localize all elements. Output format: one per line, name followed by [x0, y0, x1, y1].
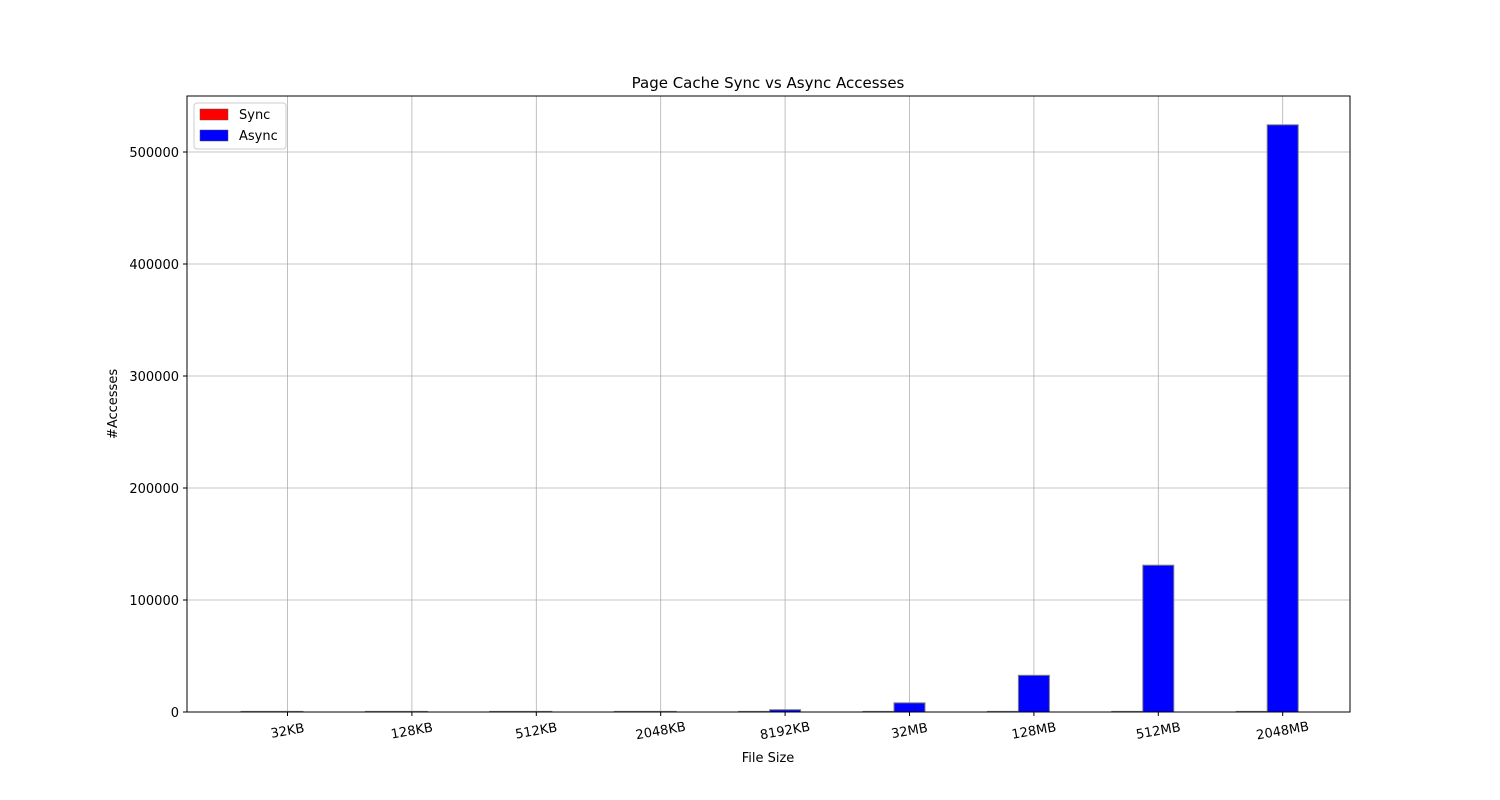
x-axis: 32KB 128KB 512KB 2048KB 8192KB 32MB 128MB 512MB…	[270, 712, 1310, 744]
plot-frame	[186, 95, 1351, 713]
x-tick-label: 8192KB	[759, 720, 811, 744]
grid-lines	[187, 96, 1350, 713]
y-tick-label: 0	[171, 706, 179, 721]
bar-async-512mb	[1142, 564, 1175, 713]
x-tick-label: 128KB	[390, 720, 434, 742]
y-tick-label: 500000	[129, 146, 179, 161]
legend: Sync Async	[193, 102, 287, 150]
legend-label-sync: Sync	[239, 108, 270, 123]
x-tick-label: 128MB	[1011, 720, 1058, 743]
x-tick-label: 2048MB	[1255, 719, 1310, 743]
bar-async-32mb	[893, 702, 926, 713]
y-axis: 0 100000 200000 300000 400000 500000	[129, 146, 187, 721]
y-tick-label: 200000	[129, 482, 179, 497]
legend-swatch-sync	[199, 108, 229, 121]
y-axis-title: #Accesses	[106, 369, 121, 439]
bar-async-2048mb	[1266, 124, 1299, 713]
x-axis-title: File Size	[742, 751, 795, 766]
bar-async-128mb	[1017, 674, 1050, 713]
x-tick-label: 512KB	[514, 720, 558, 742]
y-tick-label: 300000	[129, 370, 179, 385]
bars	[240, 124, 1299, 713]
legend-swatch-async	[199, 129, 229, 142]
x-tick-label: 512MB	[1135, 720, 1182, 743]
y-tick-label: 100000	[129, 594, 179, 609]
y-tick-label: 400000	[129, 258, 179, 273]
x-tick-label: 32KB	[270, 721, 306, 742]
legend-label-async: Async	[239, 129, 278, 144]
x-tick-label: 2048KB	[635, 720, 687, 744]
x-tick-label: 32MB	[890, 721, 929, 742]
chart-title: Page Cache Sync vs Async Accesses	[632, 74, 905, 92]
